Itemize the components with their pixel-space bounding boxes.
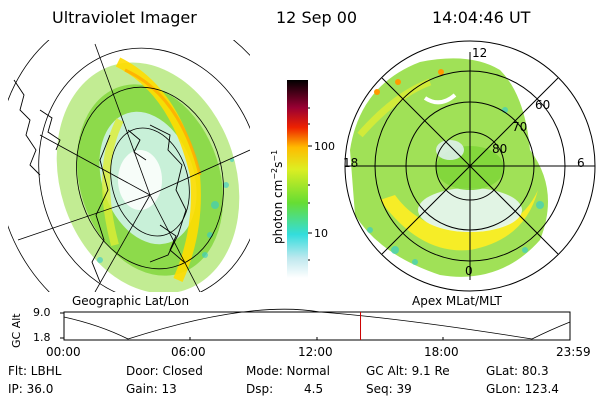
apex-label: Apex MLat/MLT — [412, 294, 502, 308]
status-ip: IP: 36.0 — [8, 382, 54, 396]
time: 14:04:46 UT — [432, 8, 531, 27]
time-tick-2359: 23:59 — [556, 345, 591, 359]
altitude-plot-frame — [63, 311, 571, 341]
altitude-ticks — [60, 312, 444, 340]
altitude-ytick-low: 1.8 — [33, 331, 51, 344]
time-tick-0600: 06:00 — [171, 345, 206, 359]
time-tick-1200: 12:00 — [298, 345, 333, 359]
status-gc-alt: GC Alt: 9.1 Re — [366, 364, 450, 378]
date: 12 Sep 00 — [276, 8, 358, 27]
geographic-label: Geographic Lat/Lon — [72, 294, 190, 308]
polar-grid — [344, 40, 596, 292]
status-dsp-value: 4.5 — [304, 382, 324, 396]
status-flt: Flt: LBHL — [8, 364, 62, 378]
mlt-label-6: 6 — [577, 156, 585, 170]
geographic-image — [8, 40, 250, 292]
status-dsp-label: Dsp: — [246, 382, 274, 396]
lat-label-60: 60 — [535, 98, 551, 112]
altitude-ytick-high: 9.0 — [33, 306, 51, 319]
colorbar-tick-100: 100 — [314, 140, 335, 153]
status-glon: GLon: 123.4 — [486, 382, 559, 396]
colorbar-unit: photon cm−2s−1 — [270, 149, 285, 244]
title: Ultraviolet Imager — [52, 8, 197, 27]
status-glat: GLat: 80.3 — [486, 364, 549, 378]
colorbar-ticks — [308, 107, 312, 261]
lat-label-80: 80 — [492, 142, 508, 156]
colorbar-tick-10: 10 — [314, 227, 328, 240]
polar-hotspots — [374, 69, 444, 95]
time-tick-0000: 00:00 — [46, 345, 81, 359]
status-seq: Seq: 39 — [366, 382, 412, 396]
mlt-label-18: 18 — [343, 156, 359, 170]
mlt-label-12: 12 — [472, 46, 488, 60]
colorbar — [287, 80, 308, 278]
status-door: Door: Closed — [126, 364, 203, 378]
status-gain: Gain: 13 — [126, 382, 177, 396]
altitude-ylabel: GC Alt — [10, 313, 23, 348]
lat-label-70: 70 — [512, 120, 528, 134]
status-mode: Mode: Normal — [246, 364, 330, 378]
mlt-label-0: 0 — [465, 264, 473, 278]
altitude-curve — [63, 308, 571, 340]
time-tick-1800: 18:00 — [424, 345, 459, 359]
